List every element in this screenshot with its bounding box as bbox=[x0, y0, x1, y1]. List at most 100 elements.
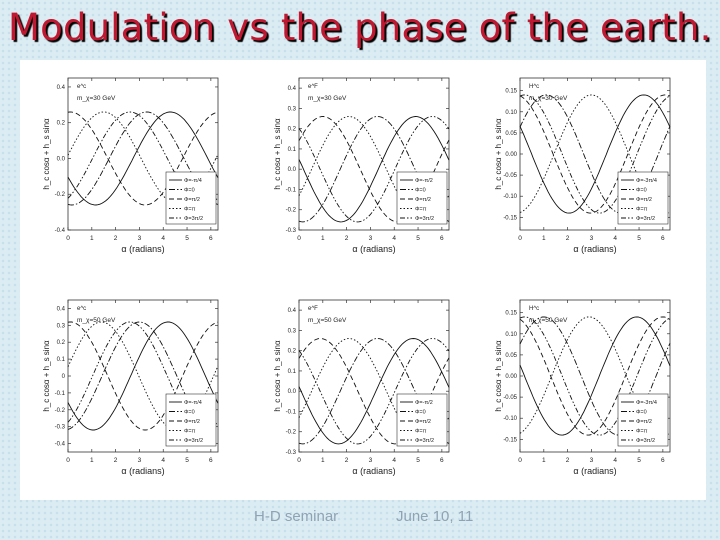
legend-label: Φ=0 bbox=[415, 188, 426, 194]
x-tick-label: 0 bbox=[297, 235, 301, 242]
legend-box bbox=[165, 393, 217, 447]
legend-label: Φ=π/2 bbox=[415, 197, 431, 203]
series-line-solid bbox=[67, 111, 219, 206]
chart-top-right: 0 1 2 3 4 5 6 -0.15 -0.10 -0.05 0.00 0.05 0.10 0.15 α … bbox=[494, 77, 671, 254]
annotation-mass: m_χ=50 GeV bbox=[529, 317, 568, 324]
legend-box bbox=[165, 171, 217, 225]
x-axis-label: α (radians) bbox=[352, 244, 395, 254]
x-tick-label: 5 bbox=[416, 235, 420, 242]
series-line-dashdotdot bbox=[298, 116, 450, 223]
y-tick-label: 0.4 bbox=[288, 308, 297, 314]
x-tick-label: 6 bbox=[440, 235, 444, 242]
legend-label: Φ=3π/2 bbox=[184, 438, 203, 444]
series-line-dashdotdot bbox=[519, 94, 671, 214]
legend-label: Φ=3π/2 bbox=[415, 438, 434, 444]
series-line-dotted bbox=[298, 116, 450, 223]
legend-label: Φ=0 bbox=[636, 188, 647, 194]
legend-label: Φ=π bbox=[184, 429, 196, 435]
y-tick-label: -0.05 bbox=[503, 173, 517, 179]
y-tick-label: -0.2 bbox=[286, 208, 297, 214]
y-tick-label: 0.1 bbox=[57, 357, 66, 363]
y-tick-label: 0 bbox=[62, 374, 66, 380]
legend-label: Φ=-π/2 bbox=[415, 178, 433, 184]
series-line-dashdotdot bbox=[519, 316, 671, 436]
annotation-mass: m_χ=50 GeV bbox=[77, 317, 116, 324]
y-tick-label: 0.2 bbox=[57, 340, 66, 346]
x-tick-label: 5 bbox=[637, 457, 641, 464]
chart-top-middle: 0 1 2 3 4 5 6 -0.3 -0.2 -0.1 0.0 0.1 0.2 0.3 0.4 α (rad… bbox=[273, 77, 450, 254]
y-axis-label: h_c cosα + h_s sinα bbox=[494, 118, 503, 190]
legend-label: Φ=π bbox=[636, 429, 648, 435]
annotation-operator: H^c bbox=[529, 84, 539, 90]
legend-box bbox=[396, 171, 448, 225]
y-tick-label: -0.15 bbox=[503, 215, 517, 221]
x-tick-label: 6 bbox=[661, 457, 665, 464]
x-tick-label: 5 bbox=[185, 235, 189, 242]
y-tick-label: -0.3 bbox=[286, 228, 297, 234]
series-line-solid bbox=[298, 338, 450, 445]
x-tick-label: 1 bbox=[90, 235, 94, 242]
legend-label: Φ=3π/2 bbox=[636, 438, 655, 444]
x-tick-label: 0 bbox=[297, 457, 301, 464]
series-line-dashed bbox=[67, 111, 219, 206]
plots-grid: 0 1 2 3 4 5 6 -0.4 -0.2 0.0 0.2 0.4 α (radians) h_c c… bbox=[42, 77, 671, 476]
y-tick-label: 0.1 bbox=[288, 147, 297, 153]
x-tick-label: 6 bbox=[209, 457, 213, 464]
legend-label: Φ=0 bbox=[636, 410, 647, 416]
y-tick-label: 0.2 bbox=[57, 121, 66, 127]
footer-date: June 10, 11 bbox=[396, 508, 474, 525]
y-tick-label: 0.4 bbox=[57, 85, 66, 91]
x-tick-label: 6 bbox=[209, 235, 213, 242]
legend-label: Φ=0 bbox=[415, 410, 426, 416]
annotation-mass: m_χ=30 GeV bbox=[77, 95, 116, 102]
y-tick-label: 0.0 bbox=[288, 167, 297, 173]
y-axis-label: h_c cosα + h_s sinα bbox=[42, 118, 51, 190]
y-tick-label: 0.3 bbox=[288, 106, 297, 112]
plot-frame bbox=[67, 77, 219, 231]
series-line-dashed bbox=[519, 316, 671, 436]
y-tick-label: 0.10 bbox=[505, 332, 517, 338]
annotation-mass: m_χ=50 GeV bbox=[308, 317, 347, 324]
x-tick-label: 0 bbox=[518, 235, 522, 242]
x-tick-label: 3 bbox=[590, 457, 594, 464]
y-tick-label: 0.3 bbox=[288, 328, 297, 334]
legend-label: Φ=3π/2 bbox=[636, 216, 655, 222]
legend-label: Φ=3π/2 bbox=[184, 216, 203, 222]
legend-box bbox=[617, 393, 669, 447]
x-tick-label: 1 bbox=[321, 457, 325, 464]
y-tick-label: 0.1 bbox=[288, 369, 297, 375]
x-tick-label: 4 bbox=[613, 457, 617, 464]
annotation-mass: m_χ=30 GeV bbox=[529, 95, 568, 102]
legend-label: Φ=π/2 bbox=[184, 197, 200, 203]
x-tick-label: 3 bbox=[369, 235, 373, 242]
y-tick-label: -0.4 bbox=[55, 228, 66, 234]
chart-bottom-right: 0 1 2 3 4 5 6 -0.15 -0.10 -0.05 0.00 0.05 0.10 0.15 α … bbox=[494, 299, 671, 476]
plot-frame bbox=[298, 77, 450, 231]
y-tick-label: 0.0 bbox=[57, 156, 66, 162]
series-line-solid bbox=[519, 94, 671, 214]
legend-label: Φ=π/2 bbox=[415, 419, 431, 425]
y-tick-label: 0.2 bbox=[288, 349, 297, 355]
y-tick-label: -0.1 bbox=[286, 409, 297, 415]
x-tick-label: 4 bbox=[161, 457, 165, 464]
x-tick-label: 1 bbox=[90, 457, 94, 464]
series-line-dotted bbox=[519, 94, 671, 214]
y-tick-label: -0.4 bbox=[55, 442, 66, 448]
x-tick-label: 3 bbox=[590, 235, 594, 242]
figure-panel: 0 1 2 3 4 5 6 -0.4 -0.2 0.0 0.2 0.4 α (radians) h_c c… bbox=[20, 60, 706, 500]
x-tick-label: 2 bbox=[345, 457, 349, 464]
legend-label: Φ=π/2 bbox=[636, 197, 652, 203]
series-line-dashdotdot bbox=[298, 338, 450, 445]
y-tick-label: 0.00 bbox=[505, 374, 517, 380]
x-tick-label: 3 bbox=[138, 235, 142, 242]
y-tick-label: -0.3 bbox=[286, 450, 297, 456]
y-tick-label: 0.15 bbox=[505, 89, 517, 95]
legend-label: Φ=π bbox=[184, 207, 196, 213]
annotation-operator: H^c bbox=[529, 306, 539, 312]
chart-bottom-left: 0 1 2 3 4 5 6 -0.4 -0.3 -0.2 -0.1 0 0.1 0.2 0.3 0.4 α (r… bbox=[42, 299, 219, 476]
annotation-operator: e^F bbox=[308, 84, 318, 90]
y-tick-label: 0.05 bbox=[505, 353, 517, 359]
legend-label: Φ=π bbox=[415, 207, 427, 213]
y-tick-label: -0.10 bbox=[503, 194, 517, 200]
x-tick-label: 3 bbox=[369, 457, 373, 464]
